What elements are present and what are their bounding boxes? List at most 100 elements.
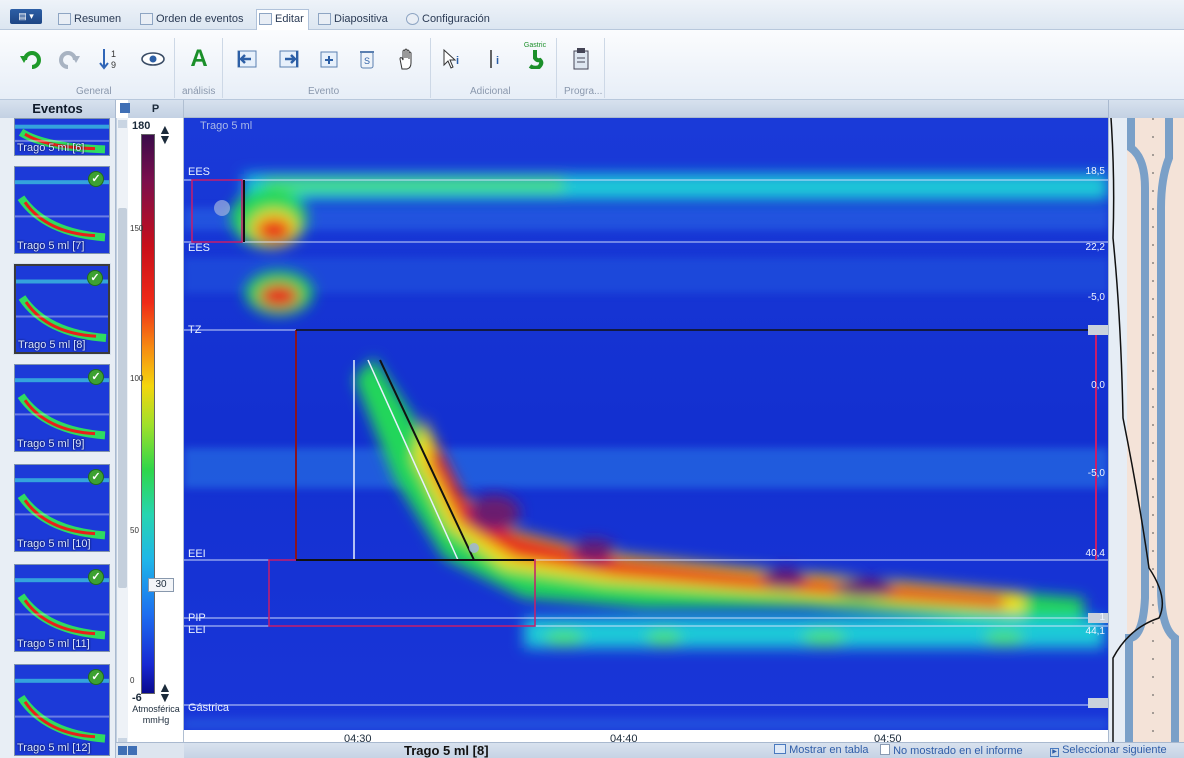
event-thumbnail[interactable]: ✓ Trago 5 ml [7] bbox=[14, 166, 110, 254]
add-event-icon bbox=[320, 51, 338, 68]
event-thumbnail-label: Trago 5 ml [10] bbox=[17, 538, 91, 550]
tab-configuracion[interactable]: Configuración bbox=[404, 10, 494, 30]
event-thumbnail[interactable]: ✓ Trago 5 ml [10] bbox=[14, 464, 110, 552]
pointer-info-button[interactable]: i bbox=[440, 44, 466, 74]
scroll-down-icon[interactable] bbox=[118, 746, 127, 755]
tab-orden-de-eventos[interactable]: Orden de eventos bbox=[138, 10, 247, 30]
check-icon: ✓ bbox=[88, 469, 104, 485]
scroll-thumb[interactable] bbox=[118, 208, 127, 588]
pressure-topography-heatmap bbox=[184, 118, 1108, 730]
report-exclusion-toggle[interactable]: No mostrado en el informe bbox=[880, 744, 1023, 757]
pan-button[interactable] bbox=[394, 44, 420, 74]
channel-label-pip: PIP bbox=[188, 612, 206, 624]
check-icon: ✓ bbox=[88, 369, 104, 385]
check-icon: ✓ bbox=[87, 270, 103, 286]
scroll-up-icon[interactable] bbox=[118, 120, 127, 128]
svg-text:1: 1 bbox=[111, 49, 116, 59]
scale-unit: mmHg bbox=[142, 715, 170, 725]
tab-diapositiva[interactable]: Diapositiva bbox=[316, 10, 392, 30]
scale-reference: Atmosférica bbox=[132, 704, 180, 714]
event-thumbnail-label: Trago 5 ml [9] bbox=[17, 438, 85, 450]
tab-resumen[interactable]: Resumen bbox=[56, 10, 125, 30]
group-separator bbox=[222, 38, 223, 98]
catheter-profile-diagram bbox=[1110, 118, 1184, 758]
current-event-title: Trago 5 ml [8] bbox=[404, 743, 489, 758]
check-icon: ✓ bbox=[88, 569, 104, 585]
add-event-button[interactable] bbox=[316, 44, 342, 74]
channel-label-ees-upper: EES bbox=[188, 166, 211, 178]
toggle-view-button[interactable] bbox=[140, 44, 166, 74]
scale-min: -6 bbox=[132, 692, 142, 704]
tab-label: Editar bbox=[275, 13, 304, 25]
group-label-analysis: análisis bbox=[182, 86, 216, 97]
event-thumbnail[interactable]: ✓ Trago 5 ml [9] bbox=[14, 364, 110, 452]
collapse-left-icon[interactable] bbox=[120, 103, 130, 113]
left-status-segment bbox=[116, 742, 184, 758]
group-separator bbox=[604, 38, 605, 98]
tab-label: Resumen bbox=[74, 13, 122, 25]
sort-numeric-icon: 19 bbox=[99, 49, 116, 70]
channel-label-tz: TZ bbox=[188, 324, 202, 336]
tab-label: Diapositiva bbox=[334, 13, 388, 25]
gear-icon bbox=[406, 13, 419, 25]
events-header: Eventos bbox=[0, 100, 115, 118]
plot-title: Trago 5 ml bbox=[200, 120, 253, 132]
event-thumbnail[interactable]: ✓ Trago 5 ml [11] bbox=[14, 564, 110, 652]
select-next-label: Seleccionar siguiente bbox=[1062, 744, 1167, 756]
gastric-button[interactable]: Gastric bbox=[522, 40, 548, 70]
svg-text:9: 9 bbox=[111, 60, 116, 70]
undo-button[interactable] bbox=[18, 44, 44, 74]
show-table-label: Mostrar en tabla bbox=[789, 744, 869, 756]
plot-header bbox=[120, 100, 1120, 118]
events-title: Eventos bbox=[32, 101, 83, 116]
redo-button[interactable] bbox=[56, 44, 82, 74]
select-next-button[interactable]: ▶ Seleccionar siguiente bbox=[1050, 744, 1167, 757]
channel-value: 40,4 bbox=[1085, 548, 1105, 559]
collapse-icon[interactable] bbox=[128, 746, 137, 755]
move-right-button[interactable] bbox=[276, 44, 302, 74]
pressure-topography-plot[interactable]: Trago 5 ml EES EES TZ EEI PIP EEI Gástri… bbox=[184, 118, 1108, 730]
group-separator bbox=[430, 38, 431, 98]
move-left-icon bbox=[237, 50, 257, 68]
scale-min-stepper-icon[interactable]: ▲ ▼ bbox=[158, 679, 172, 705]
event-thumbnail[interactable]: Trago 5 ml [6] bbox=[14, 118, 110, 156]
check-icon: ✓ bbox=[88, 669, 104, 685]
scale-tick: 150 bbox=[130, 224, 144, 233]
delete-event-button[interactable]: S bbox=[354, 44, 380, 74]
app-menu-button[interactable]: ▤ ▾ bbox=[10, 9, 42, 24]
scale-max-stepper-icon[interactable]: ▲ ▼ bbox=[158, 121, 172, 147]
group-label-event: Evento bbox=[308, 86, 340, 97]
events-panel: Eventos Trago 5 ml [6] ✓ Trago 5 ml [7] ✓ Tr… bbox=[0, 100, 116, 758]
channel-label-eei: EEI bbox=[188, 548, 206, 560]
scale-marker[interactable]: 30 bbox=[148, 578, 174, 592]
scale-tick: 0 bbox=[130, 676, 135, 685]
report-exclusion-label: No mostrado en el informe bbox=[893, 745, 1023, 757]
move-left-button[interactable] bbox=[234, 44, 260, 74]
status-bar: Trago 5 ml [8] Mostrar en tabla No mostr… bbox=[184, 742, 1184, 758]
channel-label-ees-lower: EES bbox=[188, 242, 211, 254]
event-thumbnail[interactable]: ✓ Trago 5 ml [8] bbox=[14, 264, 110, 354]
check-icon: ✓ bbox=[88, 171, 104, 187]
cursor-info-button[interactable]: i bbox=[484, 44, 510, 74]
text-a-button[interactable]: A bbox=[186, 44, 212, 74]
scale-max: 180 bbox=[132, 120, 151, 132]
svg-text:i: i bbox=[456, 55, 459, 67]
show-table-link[interactable]: Mostrar en tabla bbox=[774, 744, 869, 756]
channel-label-eei-lower: EEI bbox=[188, 624, 206, 636]
scale-header: P bbox=[128, 100, 183, 118]
cursor-info-icon: i bbox=[490, 50, 499, 68]
event-thumbnail-label: Trago 5 ml [8] bbox=[18, 339, 86, 351]
event-thumbnail[interactable]: ✓ Trago 5 ml [12] bbox=[14, 664, 110, 756]
event-thumbnail-label: Trago 5 ml [6] bbox=[17, 142, 85, 154]
events-scrollbar[interactable] bbox=[116, 118, 128, 758]
gastric-icon bbox=[528, 49, 544, 69]
group-label-program: Progra... bbox=[564, 86, 603, 97]
program-button[interactable] bbox=[568, 44, 594, 74]
pointer-info-icon: i bbox=[443, 48, 459, 69]
pressure-color-scale bbox=[141, 134, 155, 694]
event-thumbnail-label: Trago 5 ml [12] bbox=[17, 742, 91, 754]
tab-editar[interactable]: Editar bbox=[256, 9, 309, 31]
tab-label: Orden de eventos bbox=[156, 13, 244, 25]
